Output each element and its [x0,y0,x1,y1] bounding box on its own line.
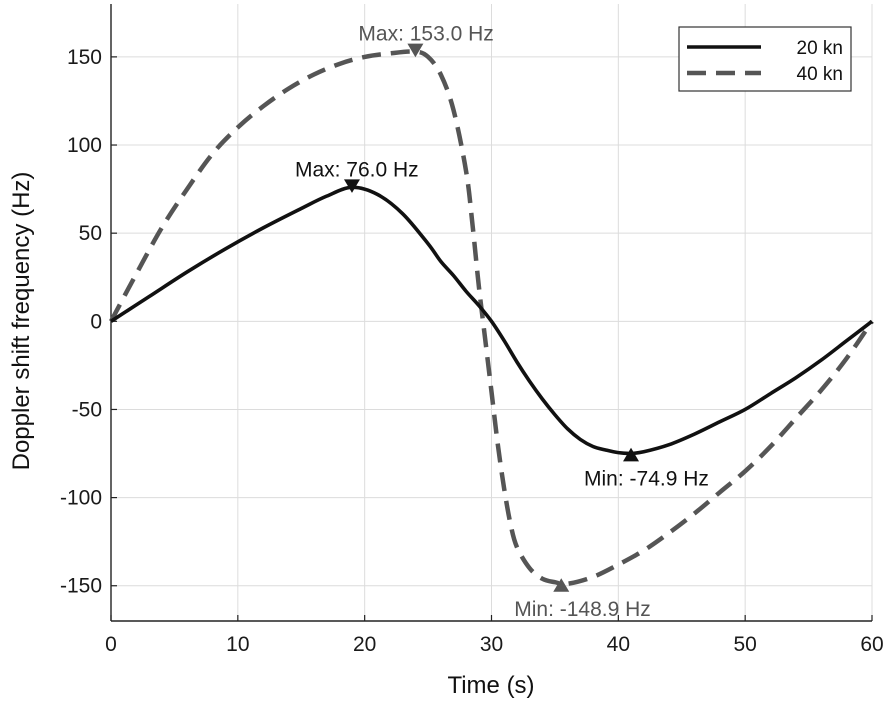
series-line-40-kn [109,49,874,587]
y-tick-label: 0 [90,310,102,333]
y-tick-label: 150 [67,46,102,69]
x-tick-label: 20 [353,633,376,656]
max-label: Max: 76.0 Hz [295,158,419,181]
y-tick-label: -150 [60,575,102,598]
legend: 20 kn 40 kn [678,26,852,92]
min-label: Min: -148.9 Hz [514,598,651,621]
y-axis-label: Doppler shift frequency (Hz) [8,172,35,471]
legend-label: 40 kn [797,64,843,85]
x-tick-label: 10 [226,633,249,656]
min-marker [553,578,570,592]
max-marker [407,43,424,58]
x-axis-label: Time (s) [447,672,534,699]
x-tick-label: 50 [733,633,756,656]
x-tick-label: 40 [607,633,630,656]
legend-label: 20 kn [797,38,843,59]
min-marker [623,447,640,462]
grid [110,4,873,621]
axes: 0 10 20 30 40 50 60 -150 -100 -50 0 50 100 150 [60,4,884,656]
x-tick-label: 60 [860,633,883,656]
max-marker [343,179,360,193]
legend-box [678,26,852,92]
y-tick-label: 50 [79,222,102,245]
annotations: Max: 76.0 Hz Min: -74.9 Hz Max: 153.0 Hz Mi… [295,23,709,621]
max-label: Max: 153.0 Hz [358,23,493,46]
x-tick-label: 30 [480,633,503,656]
y-tick-label: 100 [67,134,102,157]
series-line-20-kn [110,185,874,456]
y-tick-label: -50 [72,398,102,421]
x-tick-label: 0 [105,633,117,656]
y-tick-label: -100 [60,487,102,510]
series-layer [109,49,874,587]
min-label: Min: -74.9 Hz [584,467,709,490]
